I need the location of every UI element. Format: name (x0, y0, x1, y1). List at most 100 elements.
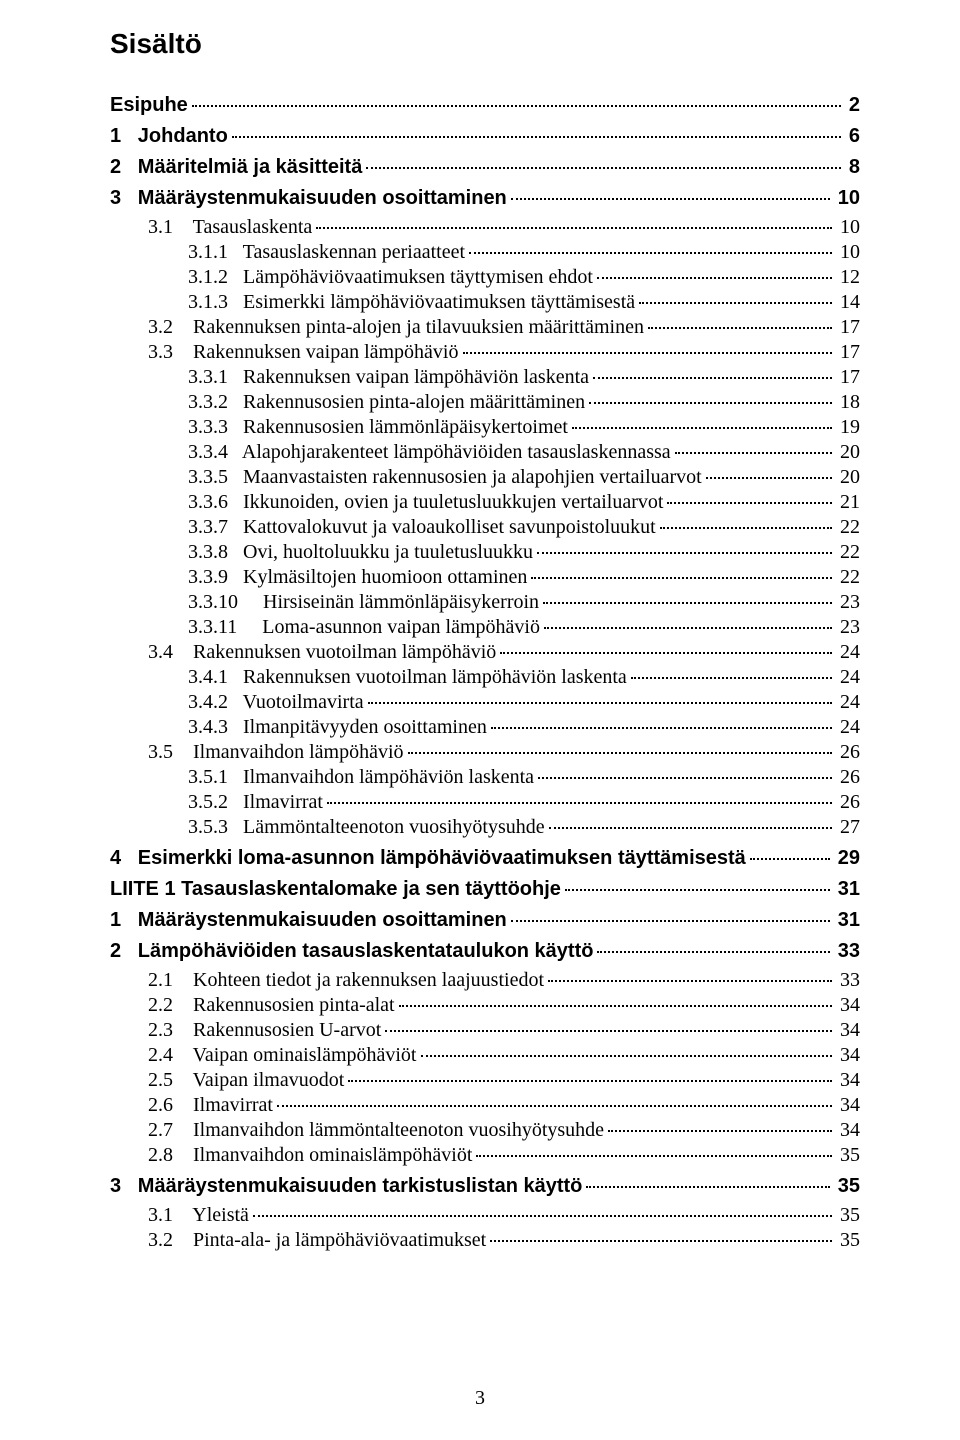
toc-page: 17 (836, 366, 860, 389)
toc-entry: 3.3.6 Ikkunoiden, ovien ja tuuletusluukk… (110, 491, 860, 514)
toc-entry: Esipuhe2 (110, 94, 860, 117)
toc-entry: 3.5 Ilmanvaihdon lämpöhäviö26 (110, 741, 860, 764)
toc-label: 3.3.2 Rakennusosien pinta-alojen määritt… (110, 391, 585, 414)
toc-entry: 3 Määräystenmukaisuuden tarkistuslistan … (110, 1175, 860, 1198)
toc-label: 2.2 Rakennusosien pinta-alat (110, 994, 395, 1017)
toc-leader (327, 802, 832, 804)
toc-entry: 3.1 Yleistä35 (110, 1204, 860, 1227)
toc-entry: 3.1.2 Lämpöhäviövaatimuksen täyttymisen … (110, 266, 860, 289)
toc-leader (750, 858, 830, 860)
toc-label: 2 Määritelmiä ja käsitteitä (110, 156, 362, 179)
toc-leader (277, 1105, 832, 1107)
toc-entry: 3 Määräystenmukaisuuden osoittaminen10 (110, 187, 860, 210)
toc-entry: 3.3.1 Rakennuksen vaipan lämpöhäviön las… (110, 366, 860, 389)
toc-label: 3.1.1 Tasauslaskennan periaatteet (110, 241, 465, 264)
toc-leader (544, 627, 832, 629)
toc-entry: 2 Lämpöhäviöiden tasauslaskentataulukon … (110, 940, 860, 963)
toc-label: 3.5.1 Ilmanvaihdon lämpöhäviön laskenta (110, 766, 534, 789)
toc-entry: 3.4 Rakennuksen vuotoilman lämpöhäviö24 (110, 641, 860, 664)
toc-entry: 2 Määritelmiä ja käsitteitä8 (110, 156, 860, 179)
toc-entry: 3.3.11 Loma-asunnon vaipan lämpöhäviö23 (110, 616, 860, 639)
toc-label: 2.6 Ilmavirrat (110, 1094, 273, 1117)
toc-page: 26 (836, 766, 860, 789)
toc-label: 3.3.7 Kattovalokuvut ja valoaukolliset s… (110, 516, 656, 539)
toc-label: 3.3.1 Rakennuksen vaipan lämpöhäviön las… (110, 366, 589, 389)
toc-leader (316, 227, 832, 229)
toc-page: 10 (836, 216, 860, 239)
toc-entry: 3.4.3 Ilmanpitävyyden osoittaminen24 (110, 716, 860, 739)
toc-label: 3.3.9 Kylmäsiltojen huomioon ottaminen (110, 566, 527, 589)
toc-entry: 1 Määräystenmukaisuuden osoittaminen 31 (110, 909, 860, 932)
toc-label: 3.4.3 Ilmanpitävyyden osoittaminen (110, 716, 487, 739)
toc-page: 2 (845, 94, 860, 117)
toc-leader (491, 727, 832, 729)
toc-label: 1 Johdanto (110, 125, 228, 148)
toc-label: 3.3.4 Alapohjarakenteet lämpöhäviöiden t… (110, 441, 671, 464)
toc-label: 3.1.3 Esimerkki lämpöhäviövaatimuksen tä… (110, 291, 635, 314)
toc-leader (385, 1030, 832, 1032)
toc-leader (368, 702, 832, 704)
toc-entry: 3.3.9 Kylmäsiltojen huomioon ottaminen22 (110, 566, 860, 589)
toc-page: 33 (834, 940, 860, 963)
toc-label: 3.5.2 Ilmavirrat (110, 791, 323, 814)
toc-label: 2.1 Kohteen tiedot ja rakennuksen laajuu… (110, 969, 544, 992)
toc-entry: 3.5.3 Lämmöntalteenoton vuosihyötysuhde 2… (110, 816, 860, 839)
toc-label: 1 Määräystenmukaisuuden osoittaminen (110, 909, 507, 932)
toc-label: 3.2 Pinta-ala- ja lämpöhäviövaatimukset (110, 1229, 486, 1252)
toc-page: 26 (836, 791, 860, 814)
toc-label: 2.8 Ilmanvaihdon ominaislämpöhäviöt (110, 1144, 472, 1167)
toc-leader (548, 980, 832, 982)
toc-leader (631, 677, 832, 679)
toc-page: 33 (836, 969, 860, 992)
toc-entry: 3.3.8 Ovi, huoltoluukku ja tuuletusluukk… (110, 541, 860, 564)
toc-entry: 3.3 Rakennuksen vaipan lämpöhäviö17 (110, 341, 860, 364)
toc-leader (586, 1186, 829, 1188)
toc-entry: 4 Esimerkki loma-asunnon lämpöhäviövaati… (110, 847, 860, 870)
toc-entry: 3.1.3 Esimerkki lämpöhäviövaatimuksen tä… (110, 291, 860, 314)
toc-entry: LIITE 1 Tasauslaskentalomake ja sen täyt… (110, 878, 860, 901)
toc-page: 17 (836, 341, 860, 364)
toc-label: 3.3.6 Ikkunoiden, ovien ja tuuletusluukk… (110, 491, 663, 514)
toc-page: 35 (836, 1144, 860, 1167)
toc-leader (667, 502, 832, 504)
toc-label: 3.3.10 Hirsiseinän lämmönläpäisykerroin (110, 591, 539, 614)
toc-entry: 3.3.3 Rakennusosien lämmönläpäisykertoim… (110, 416, 860, 439)
toc-page: 31 (834, 909, 860, 932)
toc-leader (500, 652, 832, 654)
toc-label: 4 Esimerkki loma-asunnon lämpöhäviövaati… (110, 847, 746, 870)
toc-entry: 3.4.1 Rakennuksen vuotoilman lämpöhäviön… (110, 666, 860, 689)
toc-entry: 1 Johdanto6 (110, 125, 860, 148)
toc-entry: 3.3.4 Alapohjarakenteet lämpöhäviöiden t… (110, 441, 860, 464)
toc-page: 34 (836, 1094, 860, 1117)
toc-label: 3.1 Yleistä (110, 1204, 249, 1227)
toc-page: 29 (834, 847, 860, 870)
toc-leader (549, 827, 832, 829)
table-of-contents: Esipuhe2 1 Johdanto6 2 Määritelmiä ja käsi… (110, 94, 860, 1252)
toc-page: 35 (834, 1175, 860, 1198)
toc-leader (421, 1055, 833, 1057)
toc-leader (232, 136, 841, 138)
toc-label: 2.4 Vaipan ominaislämpöhäviöt (110, 1044, 417, 1067)
toc-label: 3.2 Rakennuksen pinta-alojen ja tilavuuk… (110, 316, 644, 339)
toc-page: 34 (836, 1119, 860, 1142)
toc-entry: 3.3.5 Maanvastaisten rakennusosien ja al… (110, 466, 860, 489)
toc-label: 3.3.11 Loma-asunnon vaipan lämpöhäviö (110, 616, 540, 639)
toc-label: 3.5.3 Lämmöntalteenoton vuosihyötysuhde (110, 816, 545, 839)
toc-leader (660, 527, 832, 529)
toc-leader (490, 1240, 832, 1242)
toc-entry: 3.1.1 Tasauslaskennan periaatteet10 (110, 241, 860, 264)
toc-leader (399, 1005, 832, 1007)
toc-leader (593, 377, 832, 379)
toc-page: 34 (836, 1044, 860, 1067)
toc-page: 27 (836, 816, 860, 839)
toc-entry: 3.3.10 Hirsiseinän lämmönläpäisykerroin2… (110, 591, 860, 614)
page: Sisältö Esipuhe21 Johdanto62 Määritelmiä… (0, 0, 960, 1440)
toc-label: 2.3 Rakennusosien U-arvot (110, 1019, 381, 1042)
toc-leader (192, 105, 841, 107)
toc-entry: 2.5 Vaipan ilmavuodot34 (110, 1069, 860, 1092)
toc-leader (511, 920, 830, 922)
toc-leader (537, 552, 832, 554)
toc-leader (565, 889, 830, 891)
toc-leader (538, 777, 832, 779)
toc-page: 20 (836, 441, 860, 464)
